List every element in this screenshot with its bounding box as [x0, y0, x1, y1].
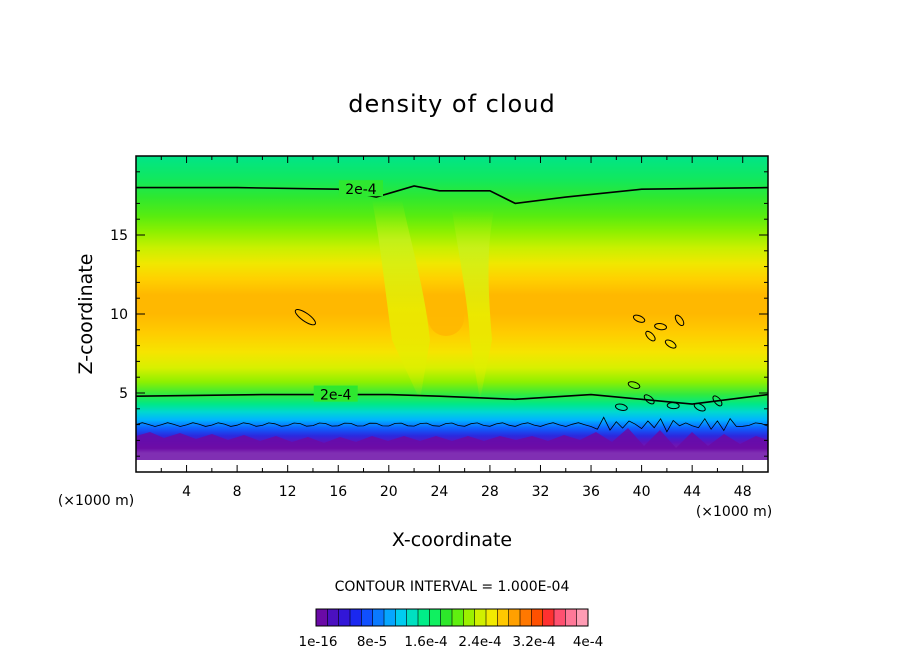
x-tick-label: 32 [532, 484, 550, 500]
colorbar [315, 608, 589, 627]
colorbar-label: 1.6e-4 [404, 634, 447, 650]
x-tick-label: 16 [329, 484, 347, 500]
x-tick-label: 20 [380, 484, 398, 500]
turbulence-contour [643, 394, 655, 405]
y-axis-label: Z-coordinate [75, 254, 97, 375]
x-tick-label: 44 [683, 484, 701, 500]
colorbar-swatch [554, 609, 566, 626]
clear-column-right [452, 210, 494, 400]
updraft-blob [428, 300, 464, 336]
y-tick-label: 15 [110, 228, 128, 244]
x-tick-label: 8 [233, 484, 242, 500]
colorbar-labels: 1e-16 8e-5 1.6e-4 2.4e-4 3.2e-4 4e-4 [299, 634, 604, 650]
colorbar-label: 1e-16 [299, 634, 338, 650]
x-tick-label: 24 [430, 484, 448, 500]
turbulence-contour [664, 339, 677, 349]
x-unit-left: (×1000 m) [58, 493, 134, 509]
contour-label-background [338, 180, 383, 197]
colorbar-label: 3.2e-4 [512, 634, 555, 650]
colorbar-swatch [372, 609, 385, 626]
plot-area [136, 156, 768, 472]
colorbar-swatch [452, 609, 464, 626]
x-tick-label: 28 [481, 484, 499, 500]
colorbar-swatch [508, 609, 521, 626]
base-noise [136, 428, 768, 460]
colorbar-swatch [497, 609, 510, 626]
y-axis: 5 10 15 [110, 171, 768, 457]
colorbar-swatch [338, 609, 351, 626]
clear-column-left [372, 200, 430, 400]
contour-interval-text: CONTOUR INTERVAL = 1.000E-04 [335, 579, 570, 595]
x-tick-label: 12 [279, 484, 297, 500]
x-tick-label: 4 [182, 484, 191, 500]
contour-line-upper [136, 185, 768, 205]
x-tick-label: 48 [734, 484, 752, 500]
colorbar-label: 4e-4 [573, 634, 603, 650]
x-axis: 4 8 12 16 20 24 28 32 36 40 44 48 [160, 156, 752, 500]
colorbar-swatch [361, 609, 374, 626]
contour-label-lower: 2e-4 [320, 388, 352, 404]
contour-label-background [313, 385, 358, 402]
turbulence-contour [632, 314, 646, 323]
colorbar-swatch [542, 609, 555, 626]
chart-title: density of cloud [348, 90, 555, 118]
colorbar-swatch [350, 609, 362, 626]
x-axis-label: X-coordinate [392, 529, 512, 551]
turbulence-contour [627, 381, 641, 390]
colorbar-swatch [395, 609, 408, 626]
colorbar-swatch [440, 609, 453, 626]
colorbar-swatch [384, 609, 396, 626]
colorbar-swatch [565, 609, 578, 626]
x-unit-right: (×1000 m) [696, 504, 772, 520]
colorbar-label: 2.4e-4 [458, 634, 501, 650]
turbulence-contour [645, 330, 656, 342]
colorbar-swatch [418, 609, 430, 626]
x-tick-label: 40 [633, 484, 651, 500]
colorbar-swatch [406, 609, 419, 626]
turbulence-contour [614, 403, 628, 411]
colorbar-swatch [316, 609, 328, 626]
colorbar-label: 8e-5 [357, 634, 387, 650]
turbulence-contour [654, 323, 668, 331]
colorbar-swatch [327, 609, 340, 626]
colorbar-swatch [531, 609, 544, 626]
colorbar-swatch [486, 609, 498, 626]
colorbar-swatch [429, 609, 442, 626]
turbulence-contours [294, 309, 723, 412]
y-tick-label: 5 [119, 386, 128, 402]
y-tick-label: 10 [110, 307, 128, 323]
x-tick-label: 36 [582, 484, 600, 500]
turbulence-contour [674, 314, 685, 327]
colorbar-swatch [463, 609, 476, 626]
contour-line-base [136, 416, 768, 433]
colorbar-swatch [576, 609, 589, 626]
contour-label-upper: 2e-4 [345, 182, 377, 198]
turbulence-contour [294, 309, 316, 326]
colorbar-swatch [474, 609, 487, 626]
turbulence-contour [712, 395, 723, 407]
colorbar-swatch [520, 609, 532, 626]
